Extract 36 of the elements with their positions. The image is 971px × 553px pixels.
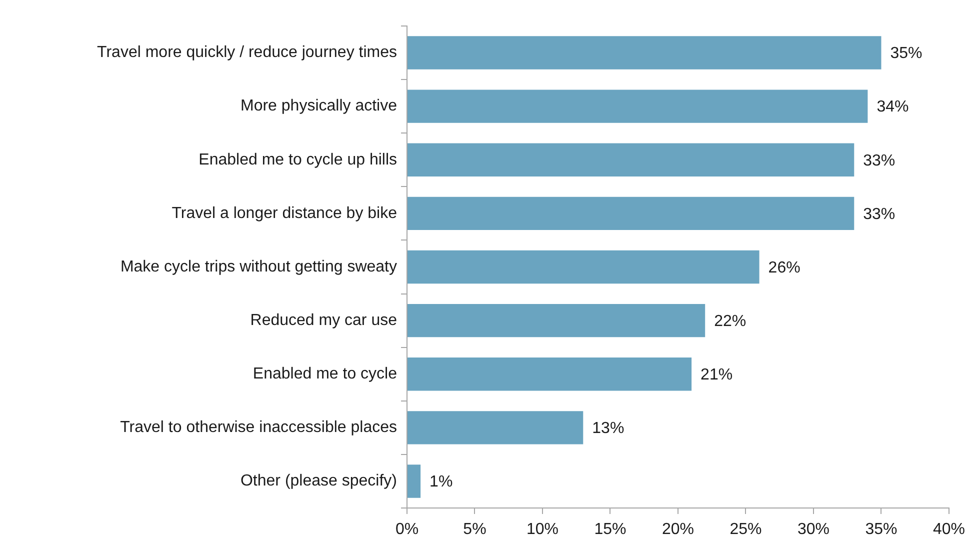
bar (408, 304, 706, 338)
x-tick-label: 40% (932, 521, 966, 538)
bar (408, 143, 854, 176)
x-tick-label: 35% (865, 521, 898, 538)
x-tick-label: 10% (526, 521, 559, 538)
y-tick-label: Travel a longer distance by bike (172, 204, 398, 222)
y-tick-label: Enabled me to cycle (252, 366, 398, 383)
bar (408, 411, 584, 444)
bar (408, 90, 868, 123)
data-label: 13% (592, 420, 624, 438)
x-tick-label: 0% (395, 521, 419, 538)
data-label: 21% (700, 366, 733, 384)
bar (408, 196, 854, 230)
y-tick-label: Reduced my car use (250, 312, 398, 329)
x-tick-label: 30% (797, 521, 830, 538)
data-label: 1% (430, 474, 453, 491)
data-label: 35% (890, 45, 922, 62)
data-label: 22% (714, 312, 746, 330)
bar (408, 464, 421, 498)
data-label: 26% (768, 259, 800, 276)
y-tick-label: Other (please specify) (240, 472, 397, 490)
y-tick-label: Make cycle trips without getting sweaty (120, 258, 397, 276)
y-tick-label: Enabled me to cycle up hills (198, 151, 397, 168)
bar (408, 250, 760, 284)
bar (408, 36, 882, 70)
x-tick-label: 25% (730, 521, 762, 538)
data-label: 34% (876, 98, 909, 116)
y-tick-label: Travel to otherwise inaccessible places (120, 419, 397, 436)
x-tick-label: 5% (463, 521, 486, 538)
y-tick-label: Travel more quickly / reduce journey times (97, 44, 397, 62)
data-label: 33% (863, 152, 896, 170)
x-tick-label: 20% (662, 521, 694, 538)
y-tick-label: More physically active (240, 98, 398, 115)
bar (408, 358, 692, 391)
x-tick-label: 15% (594, 521, 626, 538)
data-label: 33% (863, 206, 896, 223)
